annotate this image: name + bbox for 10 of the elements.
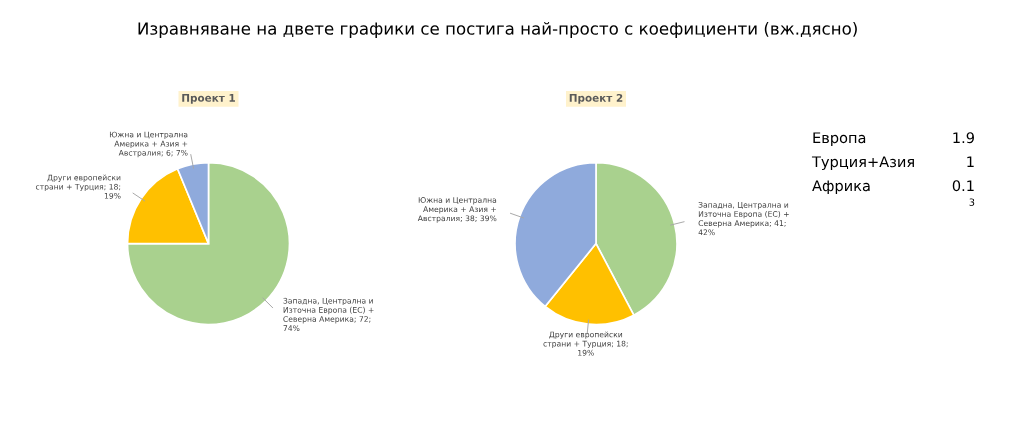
text: Изравняване на двете графики се постига най-просто с коефициенти (вж.дясно) — [138, 21, 857, 39]
text: Африка — [812, 180, 870, 195]
text: 3 — [969, 198, 975, 206]
chart-title: Проект 2 — [569, 93, 623, 104]
text: 1.9 — [953, 132, 974, 144]
text: Турция+Азия — [811, 156, 914, 171]
chart-title: Проект 1 — [182, 94, 235, 104]
text: Европа — [813, 132, 866, 147]
text: 0.1 — [952, 180, 974, 192]
text: 1 — [967, 156, 974, 168]
